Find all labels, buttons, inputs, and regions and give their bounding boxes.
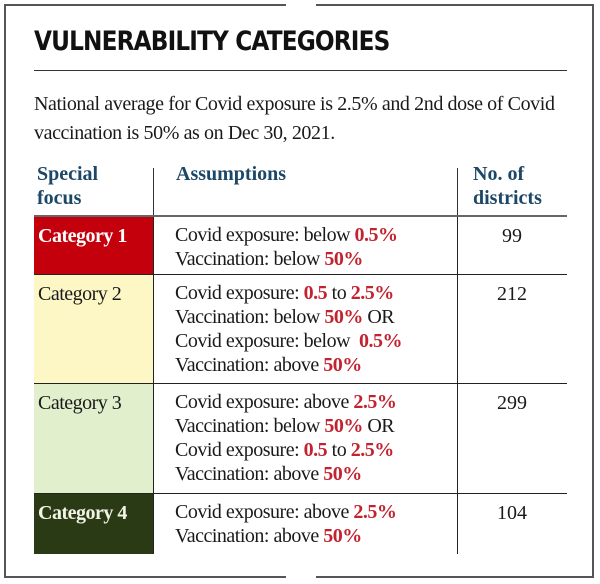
table-row: Category 1 Covid exposure: below 0.5% Vacc… <box>34 217 567 275</box>
threshold-value: 50% <box>324 415 363 437</box>
assumption-text: Vaccination: below <box>175 415 325 437</box>
assumption-line: Vaccination: above 50% <box>175 524 396 548</box>
district-count: 212 <box>497 283 527 305</box>
assumptions-cell: Covid exposure: 0.5 to 2.5% Vaccination: … <box>175 281 403 377</box>
row-divider <box>34 493 567 494</box>
assumption-text: to <box>327 439 351 461</box>
threshold-value: 50% <box>324 306 363 328</box>
assumptions-cell: Covid exposure: above 2.5% Vaccination: a… <box>175 500 397 548</box>
category-cell: Category 2 <box>34 275 154 384</box>
assumption-text: Covid exposure: <box>175 439 304 461</box>
column-divider <box>153 275 154 384</box>
category-cell: Category 3 <box>34 384 154 494</box>
assumption-text: Vaccination: below <box>175 248 325 270</box>
column-divider <box>457 217 458 275</box>
assumption-line: Vaccination: above 50% <box>175 353 402 377</box>
column-divider <box>457 275 458 384</box>
column-divider <box>153 494 154 554</box>
frame-border <box>4 576 286 578</box>
threshold-value: 50% <box>323 525 362 547</box>
assumption-text: Covid exposure: above <box>175 391 354 413</box>
category-label: Category 4 <box>38 502 127 524</box>
threshold-value: 50% <box>324 248 363 270</box>
assumption-line: Vaccination: below 50% OR <box>175 414 396 438</box>
assumption-text: to <box>327 282 351 304</box>
assumption-text: OR <box>362 415 395 437</box>
threshold-value: 2.5% <box>350 282 395 304</box>
category-label: Category 3 <box>38 392 122 414</box>
assumption-text: Covid exposure: <box>175 282 304 304</box>
column-divider <box>153 384 154 494</box>
assumptions-cell: Covid exposure: above 2.5% Vaccination: b… <box>175 390 397 486</box>
assumption-line: Vaccination: below 50% OR <box>175 305 402 329</box>
column-divider <box>153 217 154 275</box>
district-count: 104 <box>497 502 527 524</box>
category-cell: Category 4 <box>34 494 154 554</box>
assumption-line: Vaccination: above 50% <box>175 462 396 486</box>
assumption-text: Covid exposure: below <box>175 224 355 246</box>
assumption-text: Vaccination: above <box>175 525 324 547</box>
frame-border <box>4 4 6 578</box>
header-assumptions: Assumptions <box>176 163 287 185</box>
frame-border <box>4 4 286 6</box>
header-num-districts: No. of districts <box>473 162 542 210</box>
assumption-text: OR <box>362 306 395 328</box>
header-line: No. of <box>473 163 525 185</box>
threshold-value: 50% <box>323 354 362 376</box>
row-divider <box>34 274 567 275</box>
title-divider <box>34 70 567 71</box>
assumption-line: Covid exposure: below 0.5% <box>175 329 403 353</box>
frame-border <box>316 576 594 578</box>
table-row: Category 2 Covid exposure: 0.5 to 2.5% Vac… <box>34 275 567 384</box>
assumption-line: Covid exposure: above 2.5% <box>175 500 397 524</box>
threshold-value: 0.5 <box>303 439 328 461</box>
assumptions-cell: Covid exposure: below 0.5% Vaccination: b… <box>175 223 398 271</box>
frame-border <box>592 4 594 578</box>
assumption-line: Vaccination: below 50% <box>175 247 398 271</box>
column-divider <box>457 168 458 216</box>
threshold-value: 2.5% <box>350 439 395 461</box>
intro-text: National average for Covid exposure is 2… <box>34 93 555 144</box>
header-special-focus: Special focus <box>37 162 98 210</box>
assumption-text: Vaccination: above <box>175 354 324 376</box>
assumption-line: Covid exposure: above 2.5% <box>175 390 397 414</box>
card-frame <box>4 4 594 578</box>
threshold-value: 0.5 <box>303 282 328 304</box>
table-row: Category 4 Covid exposure: above 2.5% Vacc… <box>34 494 567 554</box>
district-count: 99 <box>502 225 522 247</box>
header-line: Special <box>37 163 99 185</box>
assumption-line: Covid exposure: below 0.5% <box>175 223 398 247</box>
assumption-text: Vaccination: below <box>175 306 325 328</box>
assumption-text: Covid exposure: below <box>175 330 360 352</box>
threshold-value: 50% <box>323 463 362 485</box>
page-title: VULNERABILITY CATEGORIES <box>34 26 390 57</box>
district-count: 299 <box>497 392 527 414</box>
header-divider <box>34 215 567 217</box>
column-divider <box>457 384 458 494</box>
assumption-line: Covid exposure: 0.5 to 2.5% <box>175 281 402 305</box>
frame-border <box>316 4 594 6</box>
assumption-text: Vaccination: above <box>175 463 324 485</box>
category-label: Category 2 <box>38 283 122 305</box>
table-row: Category 3 Covid exposure: above 2.5% Vacc… <box>34 384 567 494</box>
row-divider <box>34 383 567 384</box>
threshold-value: 2.5% <box>353 501 397 523</box>
threshold-value: 2.5% <box>353 391 397 413</box>
column-divider <box>153 168 154 216</box>
assumption-line: Covid exposure: 0.5 to 2.5% <box>175 438 396 462</box>
header-line: focus <box>37 187 82 209</box>
threshold-value: 0.5% <box>354 224 399 246</box>
category-cell: Category 1 <box>34 217 154 275</box>
header-line: districts <box>473 187 542 209</box>
assumption-text: Covid exposure: above <box>175 501 354 523</box>
category-label: Category 1 <box>38 225 127 247</box>
column-divider <box>457 494 458 554</box>
threshold-value: 0.5% <box>359 330 403 352</box>
